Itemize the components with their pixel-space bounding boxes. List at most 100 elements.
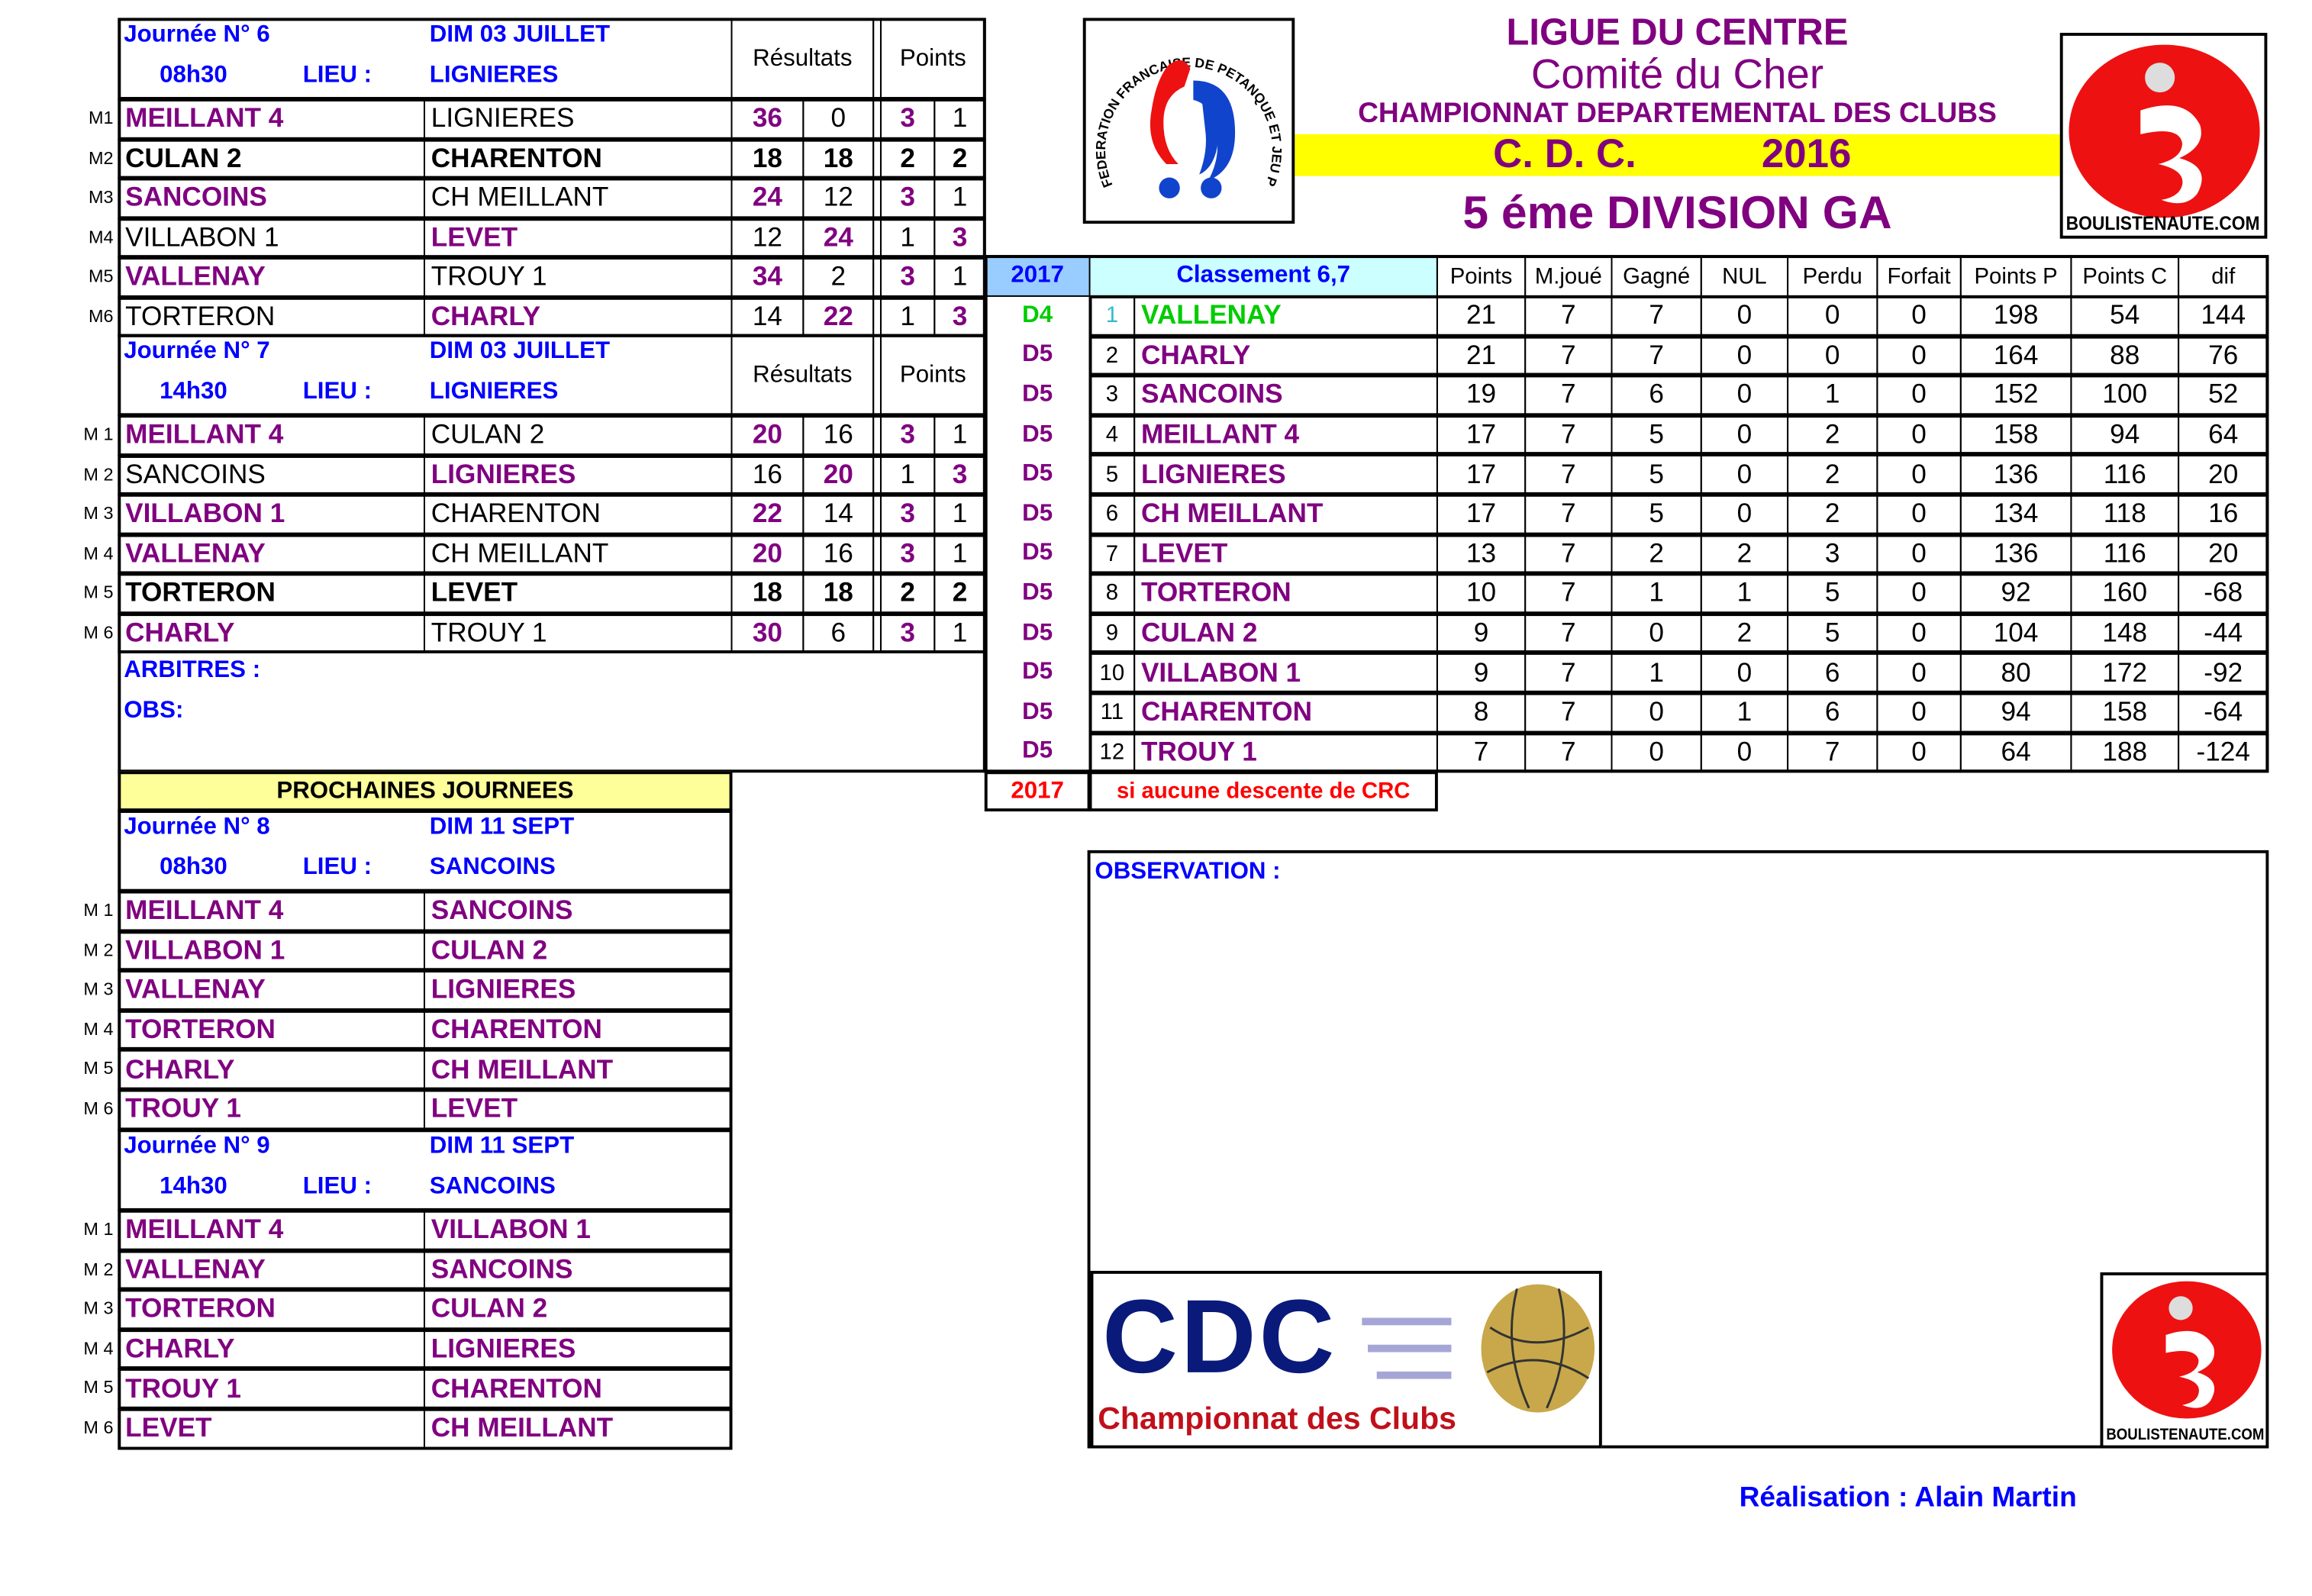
stat-value: 7 [1524,533,1613,575]
boulistenaute-icon: BOULISTENAUTE.COM [2066,44,2260,234]
points-header: Points [879,334,986,417]
home-points: 1 [879,296,936,338]
column-header-points-p: Points P [1959,255,2072,297]
points-header: Points [879,18,986,100]
results-header: Résultats [730,334,875,417]
home-team: VILLABON 1 [118,930,425,972]
committee-title: Comité du Cher [1530,50,1824,98]
match-label: M6 [88,305,114,327]
stat-value: 0 [1876,374,1962,416]
home-score: 20 [730,414,805,456]
away-team: LIGNIERES [423,1328,733,1370]
home-team: VALLENAY [118,256,425,298]
home-points: 3 [879,414,936,456]
away-team: CH MEILLANT [423,1407,733,1449]
away-team: LIGNIERES [423,98,733,140]
home-score: 24 [730,177,805,219]
away-points: 1 [934,98,986,140]
away-team: CH MEILLANT [423,177,733,219]
rank: 12 [1088,731,1136,773]
home-team: CHARLY [118,1328,425,1370]
stat-value: -64 [2178,692,2269,734]
match-label: M 3 [83,1298,114,1319]
away-team: LEVET [423,217,733,259]
home-team: MEILLANT 4 [118,1209,425,1251]
stat-value: 9 [1436,612,1527,654]
stat-value: 94 [2070,414,2180,456]
stat-value: 0 [1700,295,1789,337]
rank: 9 [1088,612,1136,654]
away-team: SANCOINS [423,1249,733,1291]
stat-value: -44 [2178,612,2269,654]
stat-value: 7 [1524,334,1613,376]
matchday-time: 08h30 [160,63,227,89]
away-team: SANCOINS [423,890,733,932]
match-label: M 5 [83,1058,114,1079]
away-score: 2 [802,256,875,298]
rank: 11 [1088,692,1136,734]
svg-text:BOULISTENAUTE.COM: BOULISTENAUTE.COM [2106,1425,2264,1443]
matchday-title: Journée N° 7 [124,338,270,364]
stat-value: 136 [1959,533,2072,575]
stat-value: 8 [1436,692,1527,734]
away-team: CULAN 2 [423,1288,733,1330]
stat-value: 160 [2070,572,2180,614]
home-team: TORTERON [118,296,425,338]
stat-value: 0 [1876,533,1962,575]
home-points: 3 [879,533,936,575]
cdc-logo-subtitle: Championnat des Clubs [1098,1401,1457,1436]
away-score: 18 [802,137,875,179]
stat-value: 0 [1876,652,1962,694]
away-team: CHARENTON [423,1009,733,1051]
stat-value: 54 [2070,295,2180,337]
stat-value: 0 [1876,453,1962,495]
stat-value: 7 [1524,692,1613,734]
stat-value: 7 [1524,414,1613,456]
away-team: VILLABON 1 [423,1209,733,1251]
stat-value: 5 [1611,453,1702,495]
column-header-points: Points [1436,255,1527,297]
stat-value: 7 [1524,652,1613,694]
standings-team: VALLENAY [1133,295,1438,337]
away-points: 1 [934,256,986,298]
away-team: LEVET [423,572,733,614]
stat-value: 5 [1787,572,1878,614]
stat-value: 7 [1524,572,1613,614]
home-team: VILLABON 1 [118,217,425,259]
away-score: 18 [802,572,875,614]
matchday-date: DIM 03 JUILLET [429,22,611,48]
standings-team: TORTERON [1133,572,1438,614]
away-points: 3 [934,296,986,338]
column-header-nul: NUL [1700,255,1789,297]
stat-value: 19 [1436,374,1527,416]
division-badge: D5 [984,453,1091,495]
stat-value: 118 [2070,493,2180,535]
standings-team: CH MEILLANT [1133,493,1438,535]
match-label: M 1 [83,1218,114,1240]
standings-title: Classement 6,7 [1088,255,1438,297]
observation-box: OBSERVATION : [1087,850,2269,1449]
stat-value: 2 [1611,533,1702,575]
stat-value: 5 [1787,612,1878,654]
stat-value: 148 [2070,612,2180,654]
stat-value: 7 [1787,731,1878,773]
stat-value: 64 [2178,414,2269,456]
away-points: 3 [934,217,986,259]
stat-value: 7 [1524,374,1613,416]
stat-value: 5 [1611,414,1702,456]
away-team: CH MEILLANT [423,1049,733,1091]
stat-value: 21 [1436,334,1527,376]
stat-value: 0 [1876,731,1962,773]
svg-text:FEDERATION FRANCAISE DE PETANQ: FEDERATION FRANCAISE DE PETANQUE ET JEU … [1086,21,1285,189]
matchday-venue: LIGNIERES [429,379,559,405]
match-label: M 4 [83,1018,114,1040]
home-score: 18 [730,137,805,179]
stat-value: 144 [2178,295,2269,337]
away-points: 1 [934,414,986,456]
stat-value: 100 [2070,374,2180,416]
match-label: M 2 [83,939,114,960]
away-score: 22 [802,296,875,338]
home-team: VALLENAY [118,533,425,575]
arbitres-label: ARBITRES : [124,657,261,684]
stat-value: 0 [1876,295,1962,337]
